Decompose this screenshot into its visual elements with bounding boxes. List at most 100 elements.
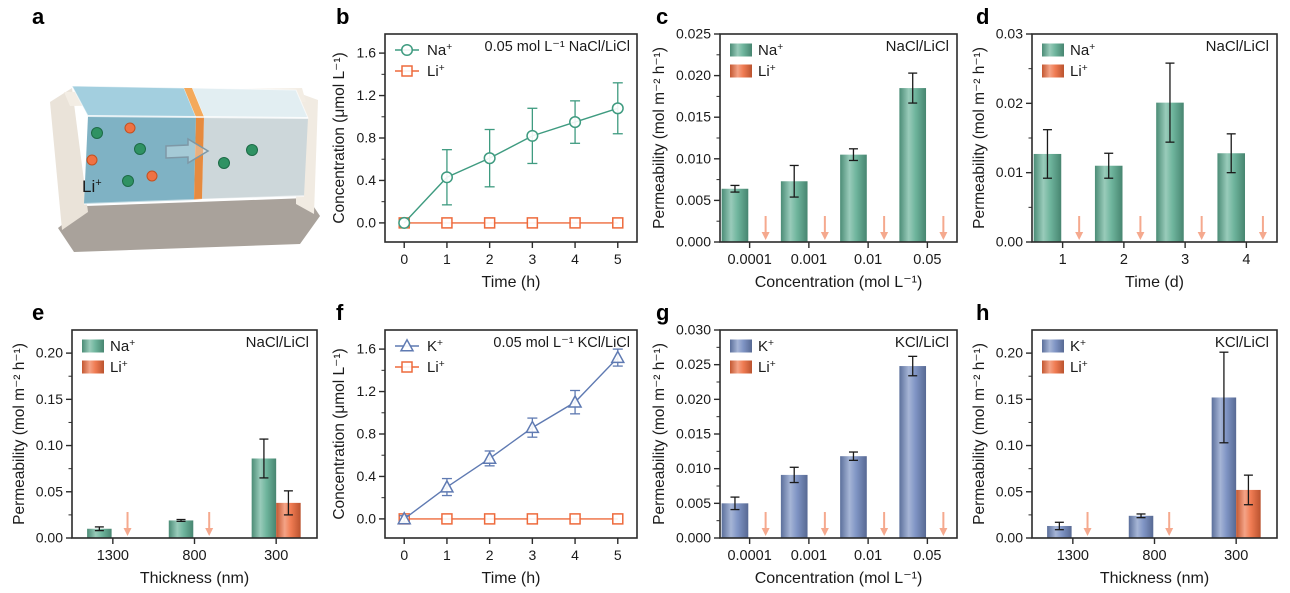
svg-text:0.010: 0.010 xyxy=(676,150,711,166)
tray-bottom xyxy=(58,198,320,252)
panel-letter-h: h xyxy=(976,300,990,325)
diffusion-cell-illustration: Li+ xyxy=(50,85,320,252)
panel-letter-e: e xyxy=(32,300,45,325)
membrane-front xyxy=(194,117,204,200)
svg-text:0.4: 0.4 xyxy=(357,172,377,188)
svg-text:KCl/LiCl: KCl/LiCl xyxy=(1215,334,1269,351)
chart-d-permeability-vs-time-nacl: 0.00 0.01 0.02 0.03 1 2 3 4 Na+ Li+ NaCl/LiCl Time … xyxy=(971,26,1278,291)
svg-text:300: 300 xyxy=(264,548,288,564)
svg-text:3: 3 xyxy=(528,251,536,267)
left-solution-front xyxy=(84,116,196,204)
svg-text:0.05: 0.05 xyxy=(996,483,1023,499)
glass-edge-bottom xyxy=(83,195,305,205)
panel-letter-c: c xyxy=(656,4,669,29)
svg-text:Concentration (mol L⁻¹): Concentration (mol L⁻¹) xyxy=(755,274,923,291)
below-detection-arrow-icon xyxy=(1136,216,1145,240)
svg-text:300: 300 xyxy=(1224,548,1248,564)
below-detection-arrow-icon xyxy=(1165,512,1174,536)
svg-text:0.10: 0.10 xyxy=(36,437,63,453)
svg-text:Permeability (mol m⁻² h⁻¹): Permeability (mol m⁻² h⁻¹) xyxy=(11,343,28,525)
svg-text:Na+: Na+ xyxy=(758,42,783,59)
svg-text:Time (h): Time (h) xyxy=(482,274,541,291)
below-detection-arrow-icon xyxy=(123,512,132,536)
svg-text:Na+: Na+ xyxy=(427,42,452,59)
svg-text:1: 1 xyxy=(1059,252,1067,268)
svg-text:4: 4 xyxy=(571,251,579,267)
below-detection-arrow-icon xyxy=(761,512,770,536)
svg-text:0.020: 0.020 xyxy=(676,67,711,83)
svg-text:0.05 mol L⁻¹ KCl/LiCl: 0.05 mol L⁻¹ KCl/LiCl xyxy=(493,335,630,351)
svg-text:KCl/LiCl: KCl/LiCl xyxy=(895,334,949,351)
svg-text:0.15: 0.15 xyxy=(996,391,1023,407)
svg-text:0.4: 0.4 xyxy=(357,468,377,484)
svg-text:0.20: 0.20 xyxy=(36,345,63,361)
svg-text:Thickness (nm): Thickness (nm) xyxy=(140,570,249,587)
chart-e-permeability-vs-thickness-nacl: 0.00 0.05 0.10 0.15 0.20 1300 800 300 Na+ Li+ NaCl… xyxy=(11,329,318,587)
svg-text:0: 0 xyxy=(400,547,408,563)
svg-text:Li+: Li+ xyxy=(427,359,445,376)
svg-text:0.05: 0.05 xyxy=(913,548,941,564)
left-chamber-ions xyxy=(86,122,158,187)
tray-left-wall xyxy=(50,88,88,230)
svg-text:0.0001: 0.0001 xyxy=(727,548,771,564)
li-ion-label: Li+ xyxy=(82,177,102,196)
svg-text:1.2: 1.2 xyxy=(357,383,377,399)
svg-text:Concentration (μmol L⁻¹): Concentration (μmol L⁻¹) xyxy=(331,52,348,223)
right-chamber-ions xyxy=(218,144,258,169)
svg-text:Li+: Li+ xyxy=(110,359,128,376)
svg-text:0.8: 0.8 xyxy=(357,426,377,442)
svg-text:1.2: 1.2 xyxy=(357,87,377,103)
svg-text:0.030: 0.030 xyxy=(676,322,711,338)
below-detection-arrow-icon xyxy=(939,216,948,240)
below-detection-arrow-icon xyxy=(761,216,770,240)
svg-text:Permeability (mol m⁻² h⁻¹): Permeability (mol m⁻² h⁻¹) xyxy=(971,343,988,525)
svg-text:800: 800 xyxy=(182,548,206,564)
svg-text:0.20: 0.20 xyxy=(996,345,1023,361)
svg-text:0.000: 0.000 xyxy=(676,234,711,250)
panel-letter-g: g xyxy=(656,300,670,325)
glass-edge xyxy=(87,115,309,119)
chart-c-permeability-vs-concentration-nacl: 0.000 0.005 0.010 0.015 0.020 0.025 0.0001 0.00… xyxy=(651,26,958,291)
svg-text:Concentration (μmol L⁻¹): Concentration (μmol L⁻¹) xyxy=(331,348,348,519)
panel-d: d 0.00 0.01 0.02 0.03 1 2 3 4 Na+ Li+ NaCl/LiCl Tim… xyxy=(970,0,1290,296)
svg-text:0.05 mol L⁻¹ NaCl/LiCl: 0.05 mol L⁻¹ NaCl/LiCl xyxy=(485,39,630,55)
svg-text:1.6: 1.6 xyxy=(357,341,377,357)
svg-text:0.010: 0.010 xyxy=(676,460,711,476)
svg-text:0.001: 0.001 xyxy=(791,252,827,268)
svg-text:Permeability (mol m⁻² h⁻¹): Permeability (mol m⁻² h⁻¹) xyxy=(651,343,668,525)
svg-text:Time (d): Time (d) xyxy=(1125,274,1184,291)
below-detection-arrow-icon xyxy=(1197,216,1206,240)
svg-text:0.05: 0.05 xyxy=(913,252,941,268)
svg-text:0.005: 0.005 xyxy=(676,495,711,511)
svg-text:1: 1 xyxy=(443,547,451,563)
panel-letter-a: a xyxy=(32,4,45,29)
svg-text:0.0: 0.0 xyxy=(357,214,377,230)
svg-text:1300: 1300 xyxy=(97,548,129,564)
panel-letter-f: f xyxy=(336,300,344,325)
svg-text:Permeability (mol m⁻² h⁻¹): Permeability (mol m⁻² h⁻¹) xyxy=(971,47,988,229)
left-solution-top xyxy=(71,85,197,118)
svg-text:Na+: Na+ xyxy=(1070,42,1095,59)
svg-text:0.01: 0.01 xyxy=(854,548,882,564)
membrane-top xyxy=(184,88,204,117)
svg-text:NaCl/LiCl: NaCl/LiCl xyxy=(1206,38,1269,55)
svg-text:0.15: 0.15 xyxy=(36,391,63,407)
svg-text:2: 2 xyxy=(486,547,494,563)
svg-text:0.00: 0.00 xyxy=(996,234,1023,250)
svg-text:0.025: 0.025 xyxy=(676,26,711,42)
svg-text:Li+: Li+ xyxy=(1070,359,1088,376)
panel-e: e 0.00 0.05 0.10 0.15 0.20 1300 800 300 Na+ Li+ Na… xyxy=(0,296,330,593)
below-detection-arrow-icon xyxy=(1258,216,1267,240)
svg-text:0.015: 0.015 xyxy=(676,426,711,442)
svg-text:0.10: 0.10 xyxy=(996,437,1023,453)
svg-text:0.001: 0.001 xyxy=(791,548,827,564)
svg-text:Thickness (nm): Thickness (nm) xyxy=(1100,570,1209,587)
svg-text:0.020: 0.020 xyxy=(676,391,711,407)
svg-text:0.01: 0.01 xyxy=(996,164,1023,180)
svg-text:Concentration (mol L⁻¹): Concentration (mol L⁻¹) xyxy=(755,570,923,587)
svg-text:Na+: Na+ xyxy=(110,338,135,355)
svg-text:5: 5 xyxy=(614,547,622,563)
chart-b-concentration-vs-time-nacl: 0.0 0.4 0.8 1.2 1.6 0 1 2 3 4 5 Na+ Li+ 0.05 mol L⁻¹ … xyxy=(331,33,638,291)
svg-text:0.02: 0.02 xyxy=(996,95,1023,111)
